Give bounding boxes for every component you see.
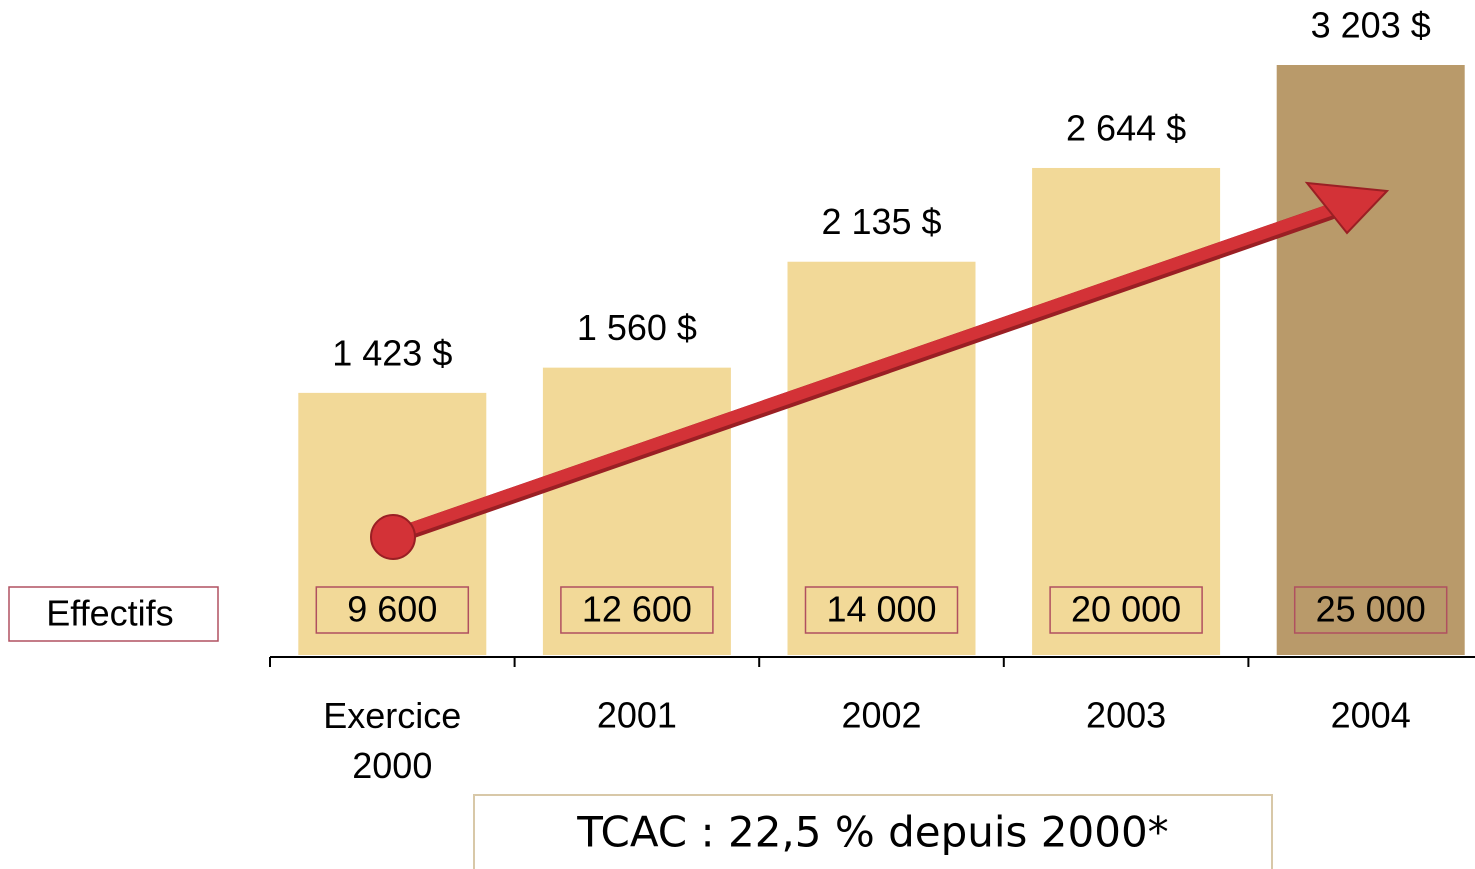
headcount-box [804,586,959,634]
bar [1276,65,1465,655]
headcount-label-box [8,586,219,642]
x-tick-label: 2004 [1331,695,1411,736]
x-tick-label-line: Exercice [323,695,461,736]
headcount-label: Effectifs [46,593,173,634]
annotation: TCAC : 22,5 % depuis 2000* [576,808,1168,857]
value-label: 2 644 $ [1066,107,1186,148]
value-label: 3 203 $ [1311,5,1431,46]
headcount-value: 14 000 [826,589,936,630]
x-tick-label: 2003 [1086,695,1166,736]
headcount-value: 12 600 [582,589,692,630]
value-label: 1 423 $ [332,332,452,373]
headcount-box [1293,586,1448,634]
headcount-value: 20 000 [1071,589,1181,630]
value-label: 1 560 $ [577,307,697,348]
trend-arrow-head [1304,181,1390,235]
x-tick-label: 2002 [841,695,921,736]
x-tick-label: 2001 [597,695,677,736]
headcount-box [560,586,714,634]
headcount-value: 25 000 [1316,589,1426,630]
trend-arrow-start [370,514,416,560]
headcount-box [1049,586,1203,634]
headcount-box [315,586,470,634]
bar [787,261,976,655]
bar [1032,167,1221,655]
trend-arrow-shaft [391,204,1332,541]
annotation-box [473,794,1273,869]
x-tick-label-line: 2000 [352,745,432,786]
value-label: 2 135 $ [821,201,941,242]
x-tick-label: Exercice 2000 [323,695,461,786]
bar [542,367,731,655]
headcount-value: 9 600 [347,589,437,630]
